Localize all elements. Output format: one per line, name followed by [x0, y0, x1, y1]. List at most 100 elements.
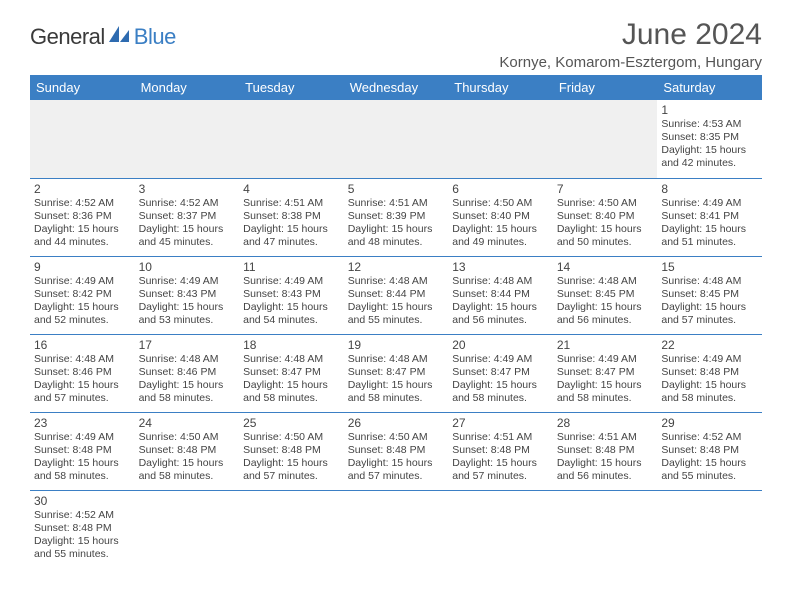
day-info-line: and 58 minutes.: [557, 392, 654, 405]
day-info-line: Sunrise: 4:48 AM: [661, 275, 758, 288]
day-info-line: Daylight: 15 hours: [661, 301, 758, 314]
calendar-day-cell: 6Sunrise: 4:50 AMSunset: 8:40 PMDaylight…: [448, 178, 553, 256]
location-text: Kornye, Komarom-Esztergom, Hungary: [499, 54, 762, 71]
day-info-line: Sunset: 8:47 PM: [557, 366, 654, 379]
day-info-line: and 49 minutes.: [452, 236, 549, 249]
day-info-line: and 58 minutes.: [452, 392, 549, 405]
day-info-line: and 57 minutes.: [452, 470, 549, 483]
day-info-line: Sunset: 8:36 PM: [34, 210, 131, 223]
day-info-line: Sunset: 8:38 PM: [243, 210, 340, 223]
day-info-line: Sunrise: 4:49 AM: [243, 275, 340, 288]
day-info-line: Sunrise: 4:52 AM: [34, 509, 131, 522]
day-info-line: and 52 minutes.: [34, 314, 131, 327]
day-number: 28: [557, 416, 654, 430]
calendar-day-cell: 19Sunrise: 4:48 AMSunset: 8:47 PMDayligh…: [344, 334, 449, 412]
day-info-line: Sunrise: 4:48 AM: [348, 353, 445, 366]
day-info-line: and 58 minutes.: [348, 392, 445, 405]
day-info-line: and 48 minutes.: [348, 236, 445, 249]
day-info-line: Sunset: 8:43 PM: [243, 288, 340, 301]
day-number: 21: [557, 338, 654, 352]
day-number: 27: [452, 416, 549, 430]
day-info-line: Sunrise: 4:50 AM: [243, 431, 340, 444]
day-info-line: Sunrise: 4:52 AM: [661, 431, 758, 444]
day-info-line: Sunset: 8:40 PM: [557, 210, 654, 223]
day-info-line: Daylight: 15 hours: [34, 223, 131, 236]
day-info-line: Daylight: 15 hours: [139, 301, 236, 314]
calendar-day-cell: [657, 490, 762, 568]
day-info-line: and 55 minutes.: [348, 314, 445, 327]
calendar-day-cell: 17Sunrise: 4:48 AMSunset: 8:46 PMDayligh…: [135, 334, 240, 412]
day-info-line: Daylight: 15 hours: [661, 223, 758, 236]
calendar-day-cell: [344, 100, 449, 178]
day-info-line: and 58 minutes.: [139, 470, 236, 483]
calendar-day-cell: [135, 490, 240, 568]
calendar-day-cell: 22Sunrise: 4:49 AMSunset: 8:48 PMDayligh…: [657, 334, 762, 412]
calendar-day-cell: [448, 490, 553, 568]
weekday-header: Wednesday: [344, 75, 449, 100]
calendar-day-cell: 16Sunrise: 4:48 AMSunset: 8:46 PMDayligh…: [30, 334, 135, 412]
day-info-line: Daylight: 15 hours: [34, 535, 131, 548]
calendar-day-cell: 8Sunrise: 4:49 AMSunset: 8:41 PMDaylight…: [657, 178, 762, 256]
day-number: 12: [348, 260, 445, 274]
weekday-header: Tuesday: [239, 75, 344, 100]
day-info-line: Sunrise: 4:52 AM: [139, 197, 236, 210]
day-info-line: Sunrise: 4:50 AM: [139, 431, 236, 444]
day-info-line: Sunrise: 4:48 AM: [243, 353, 340, 366]
calendar-day-cell: [553, 490, 658, 568]
day-number: 30: [34, 494, 131, 508]
day-info-line: Sunrise: 4:49 AM: [557, 353, 654, 366]
day-number: 6: [452, 182, 549, 196]
day-info-line: Sunset: 8:48 PM: [348, 444, 445, 457]
calendar-day-cell: 11Sunrise: 4:49 AMSunset: 8:43 PMDayligh…: [239, 256, 344, 334]
day-info-line: Sunrise: 4:51 AM: [557, 431, 654, 444]
calendar-day-cell: [344, 490, 449, 568]
page-header: General Blue June 2024 Kornye, Komarom-E…: [30, 18, 762, 71]
day-info-line: Sunset: 8:42 PM: [34, 288, 131, 301]
day-info-line: Daylight: 15 hours: [452, 301, 549, 314]
logo: General Blue: [30, 24, 176, 50]
day-info-line: Daylight: 15 hours: [243, 379, 340, 392]
day-info-line: Sunrise: 4:48 AM: [348, 275, 445, 288]
day-info-line: Sunrise: 4:48 AM: [557, 275, 654, 288]
day-info-line: Sunset: 8:45 PM: [557, 288, 654, 301]
calendar-week-row: 9 Sunrise: 4:49 AM Sunset: 8:42 PM Daylight…: [30, 256, 762, 334]
day-info-line: Daylight: 15 hours: [243, 301, 340, 314]
day-info-line: and 44 minutes.: [34, 236, 131, 249]
day-info-line: Sunset: 8:40 PM: [452, 210, 549, 223]
day-number: 17: [139, 338, 236, 352]
day-number: 18: [243, 338, 340, 352]
day-info-line: and 58 minutes.: [661, 392, 758, 405]
day-number: 22: [661, 338, 758, 352]
day-info-line: Daylight: 15 hours: [139, 457, 236, 470]
day-info-line: Daylight: 15 hours: [452, 379, 549, 392]
calendar-day-cell: 15Sunrise: 4:48 AMSunset: 8:45 PMDayligh…: [657, 256, 762, 334]
logo-sail-icon: [109, 26, 131, 49]
day-info-line: Daylight: 15 hours: [557, 457, 654, 470]
day-info-line: Sunset: 8:48 PM: [557, 444, 654, 457]
day-number: 14: [557, 260, 654, 274]
day-number: 11: [243, 260, 340, 274]
day-info-line: and 51 minutes.: [661, 236, 758, 249]
calendar-header-row: SundayMondayTuesdayWednesdayThursdayFrid…: [30, 75, 762, 100]
day-info-line: and 58 minutes.: [34, 470, 131, 483]
day-number: 9: [34, 260, 131, 274]
calendar-day-cell: 26Sunrise: 4:50 AMSunset: 8:48 PMDayligh…: [344, 412, 449, 490]
day-info-line: and 57 minutes.: [661, 314, 758, 327]
calendar-day-cell: 29Sunrise: 4:52 AMSunset: 8:48 PMDayligh…: [657, 412, 762, 490]
day-info-line: Sunset: 8:43 PM: [139, 288, 236, 301]
day-number: 13: [452, 260, 549, 274]
day-info-line: Sunset: 8:46 PM: [139, 366, 236, 379]
calendar-day-cell: 9Sunrise: 4:49 AMSunset: 8:42 PMDaylight…: [30, 256, 135, 334]
day-info-line: Daylight: 15 hours: [661, 144, 758, 157]
day-info-line: Sunrise: 4:49 AM: [139, 275, 236, 288]
day-info-line: and 50 minutes.: [557, 236, 654, 249]
day-info-line: Sunrise: 4:49 AM: [34, 431, 131, 444]
day-info-line: Sunset: 8:41 PM: [661, 210, 758, 223]
day-info-line: and 57 minutes.: [243, 470, 340, 483]
day-info-line: Sunset: 8:45 PM: [661, 288, 758, 301]
calendar-day-cell: 30Sunrise: 4:52 AMSunset: 8:48 PMDayligh…: [30, 490, 135, 568]
day-number: 2: [34, 182, 131, 196]
day-info-line: Sunset: 8:48 PM: [661, 444, 758, 457]
day-info-line: and 45 minutes.: [139, 236, 236, 249]
weekday-header: Monday: [135, 75, 240, 100]
